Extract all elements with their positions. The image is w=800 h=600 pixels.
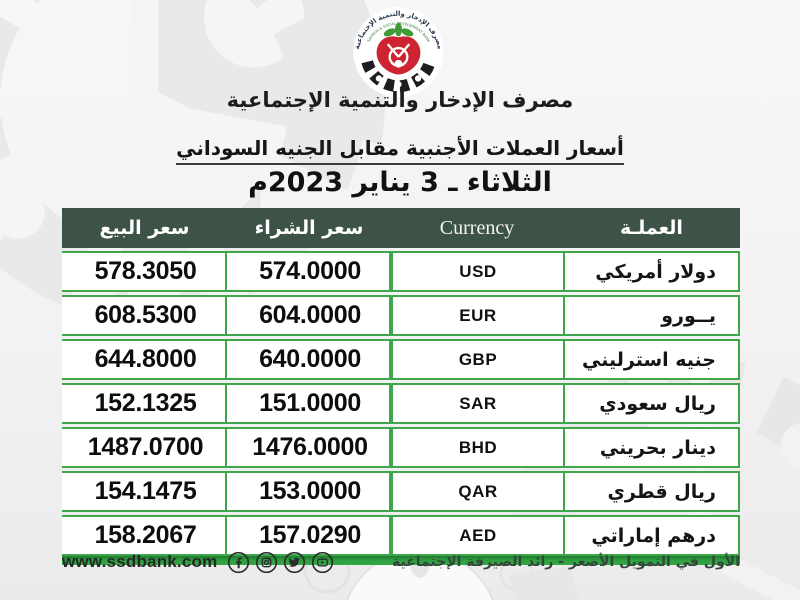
table-row: دينار بحريني BHD 1476.0000 1487.0700 <box>62 427 740 468</box>
currency-code-cell: GBP <box>391 339 563 380</box>
table-row: جنيه استرليني GBP 640.0000 644.8000 <box>62 339 740 380</box>
footer-slogan: الأول في التمويل الأصغر - رائد الصيرفة ا… <box>392 554 740 570</box>
buy-price-cell: 604.0000 <box>227 295 391 336</box>
twitter-icon[interactable] <box>283 551 306 574</box>
logo-leaf-icon <box>383 22 414 37</box>
facebook-icon[interactable] <box>227 551 250 574</box>
sell-price-cell: 154.1475 <box>62 471 227 512</box>
buy-price-cell: 151.0000 <box>227 383 391 424</box>
sell-price-cell: 158.2067 <box>62 515 227 556</box>
currency-name-cell: درهم إماراتي <box>563 515 740 556</box>
bank-name: مصرف الإدخار والتنمية الإجتماعية <box>226 88 574 112</box>
logo-fruit-icon <box>376 36 421 75</box>
currency-code-cell: AED <box>391 515 563 556</box>
buy-price-cell: 640.0000 <box>227 339 391 380</box>
currency-code-cell: BHD <box>391 427 563 468</box>
currency-name-cell: جنيه استرليني <box>563 339 740 380</box>
sell-price-cell: 1487.0700 <box>62 427 227 468</box>
currency-name-cell: يــورو <box>563 295 740 336</box>
currency-code-cell: USD <box>391 251 563 292</box>
footer-left: www.ssdbank.com <box>62 551 334 574</box>
rates-table-wrap: العملـة Currency سعر الشراء سعر البيع دو… <box>62 205 740 565</box>
sell-price-cell: 644.8000 <box>62 339 227 380</box>
currency-code-cell: SAR <box>391 383 563 424</box>
currency-code-cell: EUR <box>391 295 563 336</box>
sell-price-cell: 608.5300 <box>62 295 227 336</box>
buy-price-cell: 1476.0000 <box>227 427 391 468</box>
table-row: ريال سعودي SAR 151.0000 152.1325 <box>62 383 740 424</box>
date-line: الثلاثاء ـ 3 يناير 2023م <box>248 167 552 198</box>
bank-logo: مصرف الإدخار والتنمية الإجتماعية SAVINGS… <box>353 6 444 98</box>
header-currency-code: Currency <box>391 208 563 248</box>
buy-price-cell: 574.0000 <box>227 251 391 292</box>
page-title-wrap: أسعار العملات الأجنبية مقابل الجنيه السو… <box>0 136 800 165</box>
header-currency-name: العملـة <box>563 208 740 248</box>
sell-price-cell: 578.3050 <box>62 251 227 292</box>
social-icons <box>227 551 334 574</box>
table-row: دولار أمريكي USD 574.0000 578.3050 <box>62 251 740 292</box>
rates-table: العملـة Currency سعر الشراء سعر البيع دو… <box>62 205 740 559</box>
buy-price-cell: 157.0290 <box>227 515 391 556</box>
table-row: يــورو EUR 604.0000 608.5300 <box>62 295 740 336</box>
logo-gear-icon <box>361 60 436 93</box>
currency-code-cell: QAR <box>391 471 563 512</box>
table-row: درهم إماراتي AED 157.0290 158.2067 <box>62 515 740 556</box>
table-row: ريال قطري QAR 153.0000 154.1475 <box>62 471 740 512</box>
sell-price-cell: 152.1325 <box>62 383 227 424</box>
currency-name-cell: ريال قطري <box>563 471 740 512</box>
header-sell-price: سعر البيع <box>62 208 227 248</box>
instagram-icon[interactable] <box>255 551 278 574</box>
table-bottom-bar <box>62 556 740 565</box>
buy-price-cell: 153.0000 <box>227 471 391 512</box>
footer: www.ssdbank.com <box>62 549 740 575</box>
currency-name-cell: دولار أمريكي <box>563 251 740 292</box>
currency-name-cell: دينار بحريني <box>563 427 740 468</box>
website-link[interactable]: www.ssdbank.com <box>62 552 218 571</box>
header-buy-price: سعر الشراء <box>227 208 391 248</box>
page-title: أسعار العملات الأجنبية مقابل الجنيه السو… <box>176 136 624 165</box>
youtube-icon[interactable] <box>311 551 334 574</box>
currency-name-cell: ريال سعودي <box>563 383 740 424</box>
table-header-row: العملـة Currency سعر الشراء سعر البيع <box>62 208 740 248</box>
